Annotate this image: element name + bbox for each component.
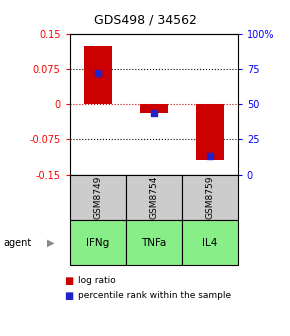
Text: ▶: ▶ (47, 238, 55, 248)
Point (95, 71, 100, 76)
Text: ■: ■ (64, 276, 73, 286)
Bar (182, 220, 238, 265)
Bar (182, 175, 238, 220)
Bar (70, 175, 126, 220)
Text: TNFa: TNFa (141, 238, 166, 248)
Bar (196, 104, 224, 160)
Text: log ratio: log ratio (78, 276, 116, 285)
Point (207, 154, 212, 159)
Point (151, 110, 156, 115)
Text: agent: agent (3, 238, 31, 248)
Bar (126, 175, 182, 220)
Text: percentile rank within the sample: percentile rank within the sample (78, 291, 231, 300)
Text: IFNg: IFNg (86, 238, 109, 248)
Text: GDS498 / 34562: GDS498 / 34562 (94, 14, 196, 27)
Text: GSM8754: GSM8754 (149, 176, 158, 219)
Text: ■: ■ (64, 291, 73, 301)
Bar (84, 46, 112, 104)
Text: GSM8759: GSM8759 (205, 176, 214, 219)
Bar (126, 220, 182, 265)
Text: IL4: IL4 (202, 238, 218, 248)
Bar (70, 220, 126, 265)
Bar (140, 104, 168, 113)
Text: GSM8749: GSM8749 (93, 176, 102, 219)
